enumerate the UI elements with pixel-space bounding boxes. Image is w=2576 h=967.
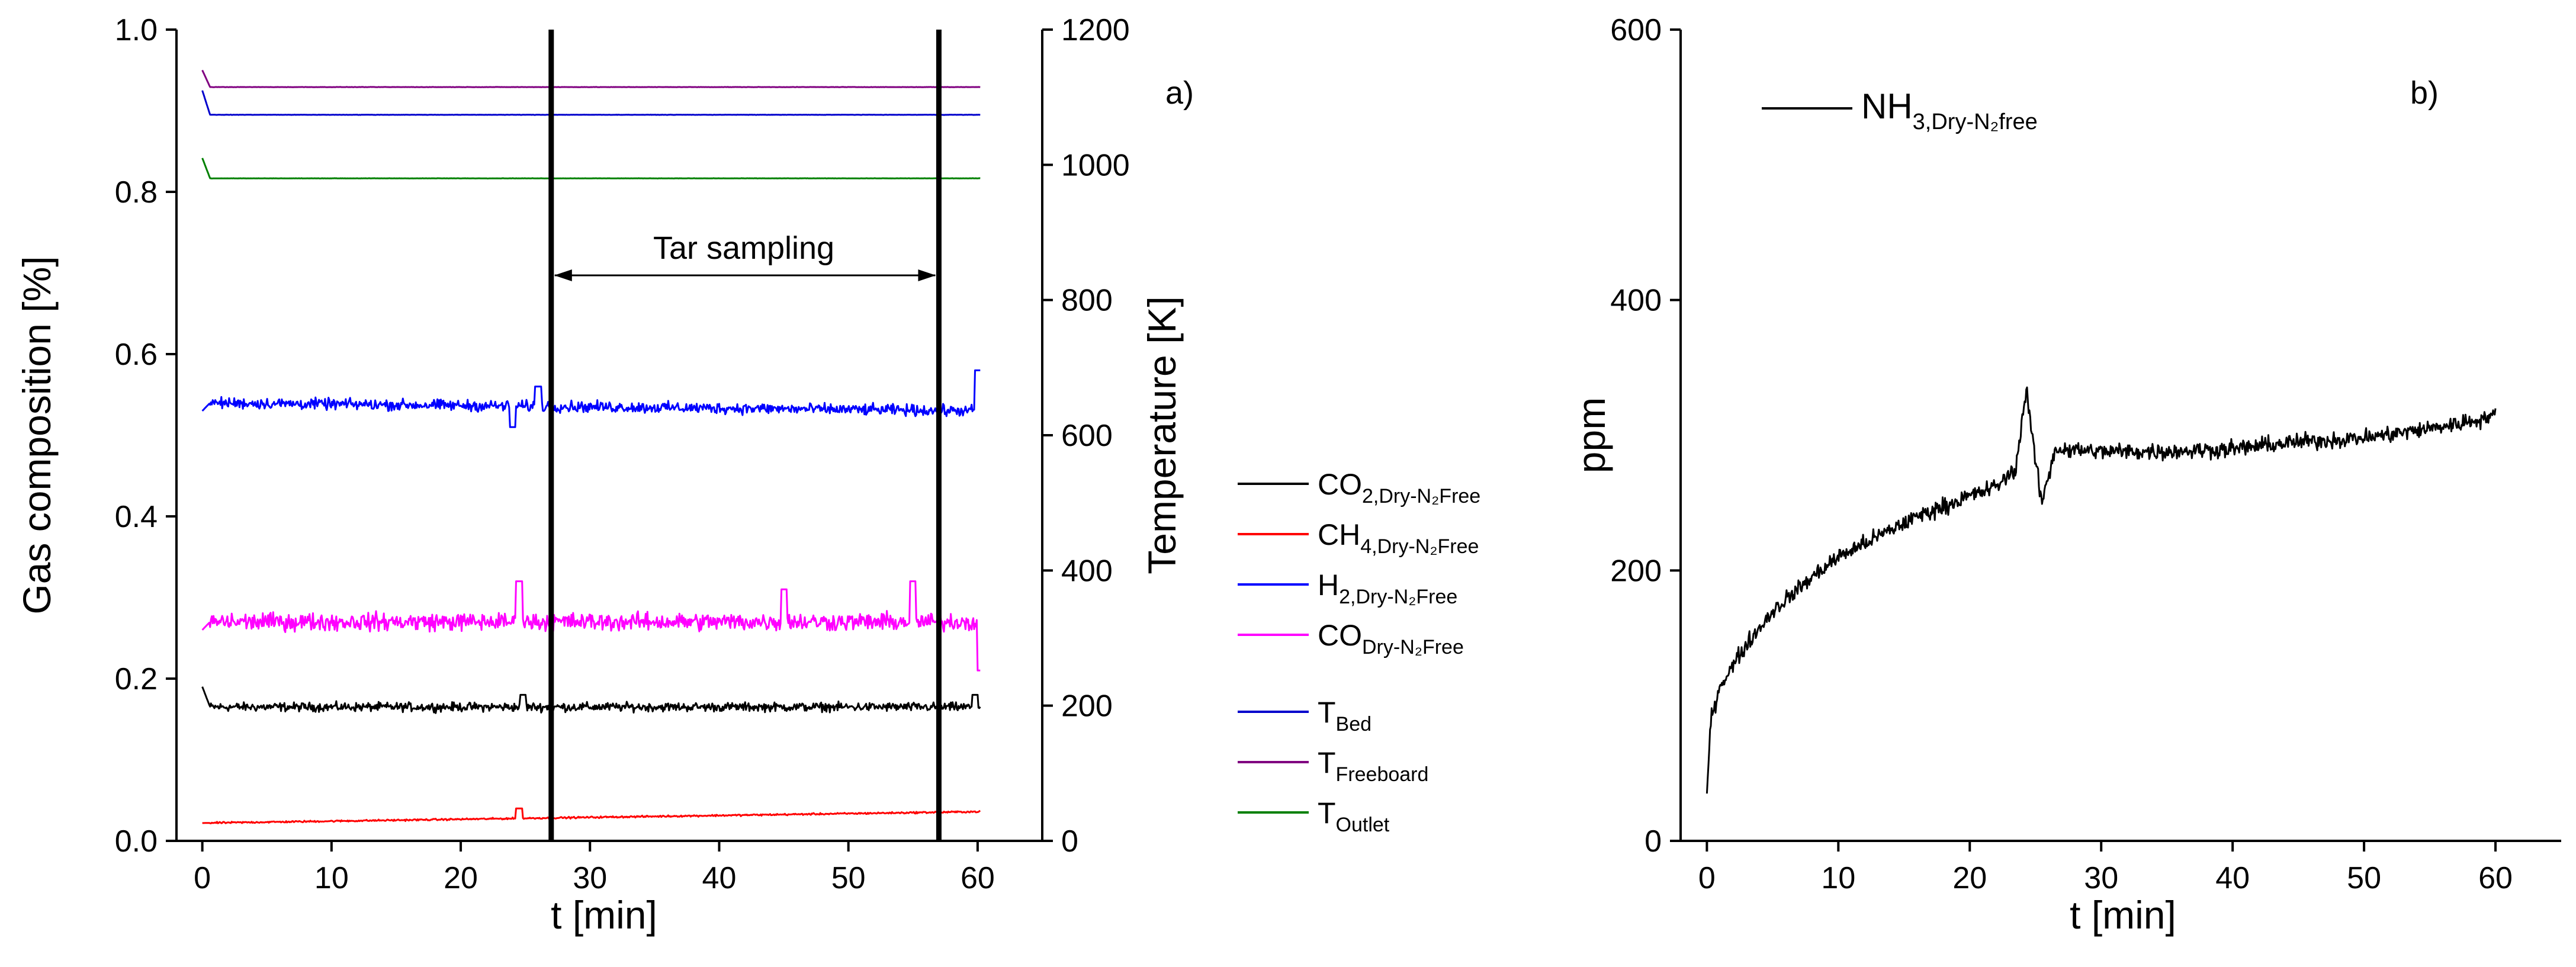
x-tick-label: 10 <box>314 861 349 895</box>
legend-main: CH <box>1318 518 1360 551</box>
panel-a-y-label: Gas composition [%] <box>15 256 59 614</box>
legend-subscript: 2,Dry-N₂Free <box>1362 485 1480 507</box>
panel-a-series-group <box>201 69 981 824</box>
x-tick-label: 10 <box>1821 861 1855 895</box>
panel-a-x-ticks: 0 10 20 30 40 50 60 <box>194 841 995 895</box>
series-line <box>202 807 981 824</box>
series-line <box>201 158 981 179</box>
y-tick-label: 0.2 <box>115 662 158 696</box>
x-tick-label: 20 <box>444 861 478 895</box>
x-tick-label: 20 <box>1952 861 1987 895</box>
legend-main: CO <box>1318 468 1362 501</box>
legend-subscript: 3,Dry-N₂free <box>1913 110 2038 134</box>
panel-b-legend: NH3,Dry-N₂free <box>1762 86 2038 134</box>
x-tick-label: 50 <box>831 861 866 895</box>
y-tick-label: 0 <box>1644 824 1662 859</box>
series-line <box>201 69 981 88</box>
legend-main: H <box>1318 568 1339 602</box>
panel-a: 0 10 20 30 40 50 60 0.0 0.2 0.4 0.6 0.8 1.0 0 200 400… <box>15 13 1480 937</box>
series-line <box>201 580 981 672</box>
panel-b-x-label: t [min] <box>2070 893 2176 937</box>
panel-b-x-ticks: 0 10 20 30 40 50 60 <box>1698 841 2513 895</box>
y-tick-label: 0.4 <box>115 500 158 534</box>
panel-b-y-label: ppm <box>1569 397 1613 473</box>
legend-main: T <box>1318 796 1336 830</box>
legend-subscript: Freeboard <box>1336 763 1429 786</box>
panel-a-x-label: t [min] <box>551 893 657 937</box>
arrow-head-right <box>918 269 936 281</box>
panel-a-right-ticks: 0 200 400 600 800 1000 1200 <box>1042 13 1130 859</box>
right-tick-label: 0 <box>1061 824 1078 859</box>
legend-entry: TFreeboard <box>1318 746 1428 786</box>
series-line <box>201 90 981 116</box>
legend-entry: TOutlet <box>1318 796 1390 836</box>
right-tick-label: 800 <box>1061 284 1113 318</box>
right-tick-label: 200 <box>1061 689 1113 724</box>
right-tick-label: 400 <box>1061 554 1113 588</box>
y-tick-label: 1.0 <box>115 13 158 47</box>
panel-a-right-y-label: Temperature [K] <box>1140 296 1184 574</box>
y-tick-label: 600 <box>1610 13 1662 47</box>
series-line <box>1705 386 2497 794</box>
legend-subscript: Bed <box>1336 713 1372 735</box>
x-tick-label: 50 <box>2347 861 2381 895</box>
y-tick-label: 200 <box>1610 554 1662 588</box>
legend-entry: H2,Dry-N₂Free <box>1318 568 1457 608</box>
legend-subscript: 4,Dry-N₂Free <box>1360 535 1479 558</box>
legend-entry: NH3,Dry-N₂free <box>1861 86 2038 134</box>
legend-entry: CH4,Dry-N₂Free <box>1318 518 1479 558</box>
legend-entry: TBed <box>1318 696 1371 735</box>
x-tick-label: 60 <box>961 861 995 895</box>
legend-main: NH <box>1861 86 1913 126</box>
tar-sampling-markers <box>548 30 942 841</box>
panel-a-legend: CO2,Dry-N₂FreeCH4,Dry-N₂FreeH2,Dry-N₂Fre… <box>1238 468 1480 836</box>
legend-entry: CO2,Dry-N₂Free <box>1318 468 1480 507</box>
tar-sampling-annotation: Tar sampling <box>653 230 834 266</box>
x-tick-label: 40 <box>2215 861 2250 895</box>
x-tick-label: 30 <box>2084 861 2118 895</box>
legend-subscript: Dry-N₂Free <box>1362 636 1464 658</box>
y-tick-label: 0.0 <box>115 824 158 859</box>
y-tick-label: 0.8 <box>115 175 158 210</box>
x-tick-label: 0 <box>194 861 211 895</box>
y-tick-label: 400 <box>1610 284 1662 318</box>
right-tick-label: 600 <box>1061 419 1113 453</box>
right-tick-label: 1000 <box>1061 148 1130 182</box>
x-tick-label: 30 <box>573 861 607 895</box>
panel-b-series-group <box>1705 386 2497 794</box>
x-tick-label: 40 <box>702 861 737 895</box>
x-tick-label: 60 <box>2478 861 2513 895</box>
series-line <box>201 686 981 714</box>
x-tick-label: 0 <box>1698 861 1716 895</box>
panel-b-y-ticks: 0 200 400 600 <box>1610 13 1681 859</box>
panel-a-y-ticks: 0.0 0.2 0.4 0.6 0.8 1.0 <box>115 13 176 859</box>
arrow-head-left <box>554 269 572 281</box>
legend-main: CO <box>1318 619 1362 652</box>
panel-a-label: a) <box>1165 75 1194 111</box>
right-tick-label: 1200 <box>1061 13 1130 47</box>
legend-main: T <box>1318 696 1336 729</box>
series-line <box>201 369 981 428</box>
legend-subscript: 2,Dry-N₂Free <box>1339 586 1457 608</box>
legend-entry: CODry-N₂Free <box>1318 619 1464 658</box>
legend-subscript: Outlet <box>1336 814 1390 836</box>
y-tick-label: 0.6 <box>115 338 158 372</box>
legend-main: T <box>1318 746 1336 779</box>
panel-b-label: b) <box>2410 75 2439 111</box>
